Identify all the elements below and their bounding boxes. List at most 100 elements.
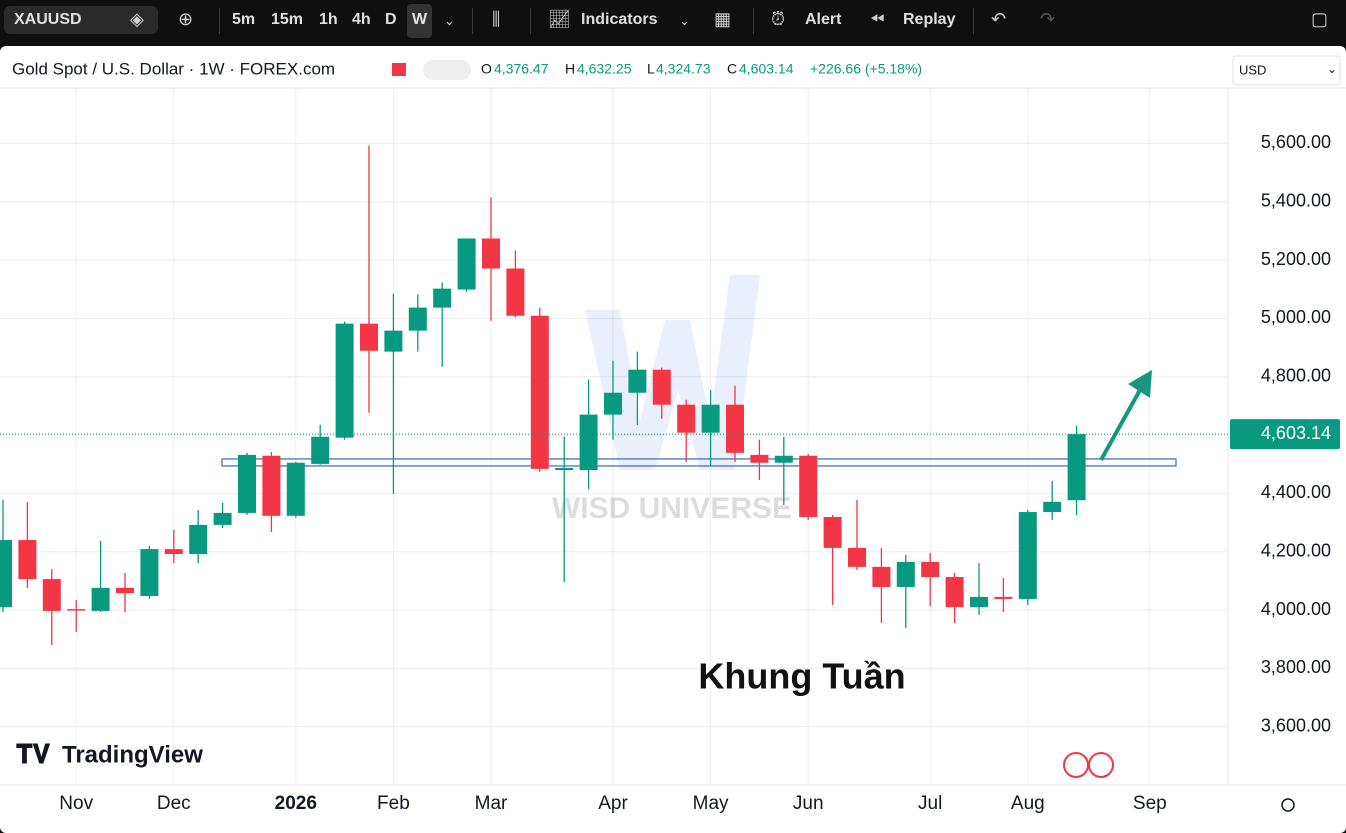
watermark-text: WISD UNIVERSE xyxy=(552,492,792,525)
interval[interactable]: W xyxy=(412,11,428,28)
interval[interactable]: 4h xyxy=(352,11,371,28)
y-tick-label: 3,600.00 xyxy=(1261,715,1331,735)
candle-body xyxy=(189,524,208,555)
undo[interactable]: ↶ xyxy=(991,9,1007,29)
last-price-box xyxy=(1230,419,1340,450)
candle-body xyxy=(42,579,61,611)
zone xyxy=(221,458,1177,467)
candle-body xyxy=(750,454,769,463)
candle-body xyxy=(506,268,525,316)
x-tick-label: Mar xyxy=(475,793,508,814)
legend-open-label: O xyxy=(481,61,492,77)
plot xyxy=(0,145,1228,646)
candle-body xyxy=(262,455,281,516)
candle-body xyxy=(360,323,378,351)
brand-mark: 𝐓𝐕 xyxy=(16,739,51,769)
interval[interactable]: 5m xyxy=(232,11,256,28)
alert[interactable]: Alert xyxy=(805,11,842,28)
x-tick-label: Nov xyxy=(59,793,93,814)
candle-body xyxy=(1018,512,1037,599)
x-tick-label: Feb xyxy=(377,793,410,814)
x-tick-label: May xyxy=(693,793,729,814)
symbol-box[interactable] xyxy=(4,6,158,34)
replay-icon[interactable]: ⏪︎ xyxy=(870,9,885,29)
alert-icon[interactable]: ⏰︎ xyxy=(771,9,786,29)
candle-body xyxy=(433,288,452,308)
candle-body xyxy=(164,549,183,555)
candle-body xyxy=(1067,434,1086,501)
candle-body xyxy=(530,315,549,469)
candle-body xyxy=(457,238,476,290)
indicators[interactable]: Indicators xyxy=(581,11,658,28)
y-tick-label: 3,800.00 xyxy=(1261,657,1331,677)
legend-close: 4,603.14 xyxy=(739,61,794,77)
event-icon[interactable] xyxy=(1088,752,1114,778)
candle-body xyxy=(604,392,622,415)
add-symbol[interactable]: ⊕ xyxy=(178,9,194,29)
legend-low-label: L xyxy=(647,61,655,77)
candle-body xyxy=(116,587,134,594)
grid xyxy=(0,88,1228,785)
candle-body xyxy=(677,404,696,433)
settings-icon[interactable] xyxy=(1281,798,1295,812)
toolbar: XAUUSD ◈ ⊕ 5m 15m 1h 4h D W ⌄ ⫼ 📈︎ Indic… xyxy=(0,0,1346,44)
candle-body xyxy=(384,330,403,352)
last-price-label: 4,603.14 xyxy=(1261,423,1331,443)
candle-body xyxy=(311,436,330,464)
legend-close-label: C xyxy=(727,61,737,77)
status-pill xyxy=(423,60,471,80)
x-tick-label: Jun xyxy=(793,793,824,814)
candle-body xyxy=(823,516,842,548)
x-tick-label: Dec xyxy=(157,793,191,814)
separator xyxy=(753,8,754,34)
candle-body xyxy=(579,414,598,471)
y-tick-label: 4,400.00 xyxy=(1261,482,1331,502)
candle-body xyxy=(213,512,232,525)
candle-body xyxy=(652,369,671,405)
candle-body xyxy=(335,323,354,438)
indicators-menu[interactable]: ⌄ xyxy=(679,13,690,28)
candle-body xyxy=(286,462,305,516)
layouts[interactable]: ▦ xyxy=(714,9,732,29)
x-tick-label: 2026 xyxy=(275,793,317,814)
candle-body xyxy=(921,561,940,578)
brand: TradingView xyxy=(62,741,203,768)
candle-body xyxy=(701,404,720,433)
symbol-icon[interactable]: ◈ xyxy=(130,9,144,29)
candle-body xyxy=(1043,501,1062,513)
candle-body xyxy=(0,540,12,608)
candle-body xyxy=(628,369,647,393)
currency-select[interactable] xyxy=(1232,55,1341,86)
chart-type[interactable]: ⫼ xyxy=(492,9,501,29)
y-tick-label: 5,400.00 xyxy=(1261,190,1331,210)
legend-title: Gold Spot / U.S. Dollar · 1W · FOREX.com xyxy=(12,59,335,78)
candle-body xyxy=(555,467,574,471)
candle-body xyxy=(726,404,744,453)
currency-chevron[interactable]: ⌄ xyxy=(1327,62,1337,76)
legend-high-label: H xyxy=(565,61,575,77)
panel xyxy=(0,46,1346,833)
candle-body xyxy=(872,566,891,587)
fullscreen[interactable]: ▢ xyxy=(1311,9,1329,29)
candle-body xyxy=(848,547,866,567)
x-tick-label: Aug xyxy=(1011,793,1045,814)
symbol[interactable]: XAUUSD xyxy=(14,11,82,28)
annotation: Khung Tuần xyxy=(698,656,905,697)
interval[interactable]: 15m xyxy=(271,11,304,28)
separator xyxy=(219,8,220,34)
interval[interactable]: D xyxy=(385,11,397,28)
replay[interactable]: Replay xyxy=(903,11,956,28)
candle-body xyxy=(799,455,818,517)
event-icon[interactable] xyxy=(1063,752,1089,778)
interval[interactable]: 1h xyxy=(319,11,338,28)
candle-body xyxy=(91,587,110,611)
candle-body xyxy=(140,549,159,597)
x-tick-label: Jul xyxy=(918,793,942,814)
y-tick-label: 4,200.00 xyxy=(1261,540,1331,560)
indicators-icon[interactable]: 📈︎ xyxy=(548,9,571,29)
legend-high: 4,632.25 xyxy=(577,61,632,77)
currency[interactable]: USD xyxy=(1239,62,1266,77)
interval-menu[interactable]: ⌄ xyxy=(444,13,455,28)
redo[interactable]: ↷ xyxy=(1040,9,1056,29)
